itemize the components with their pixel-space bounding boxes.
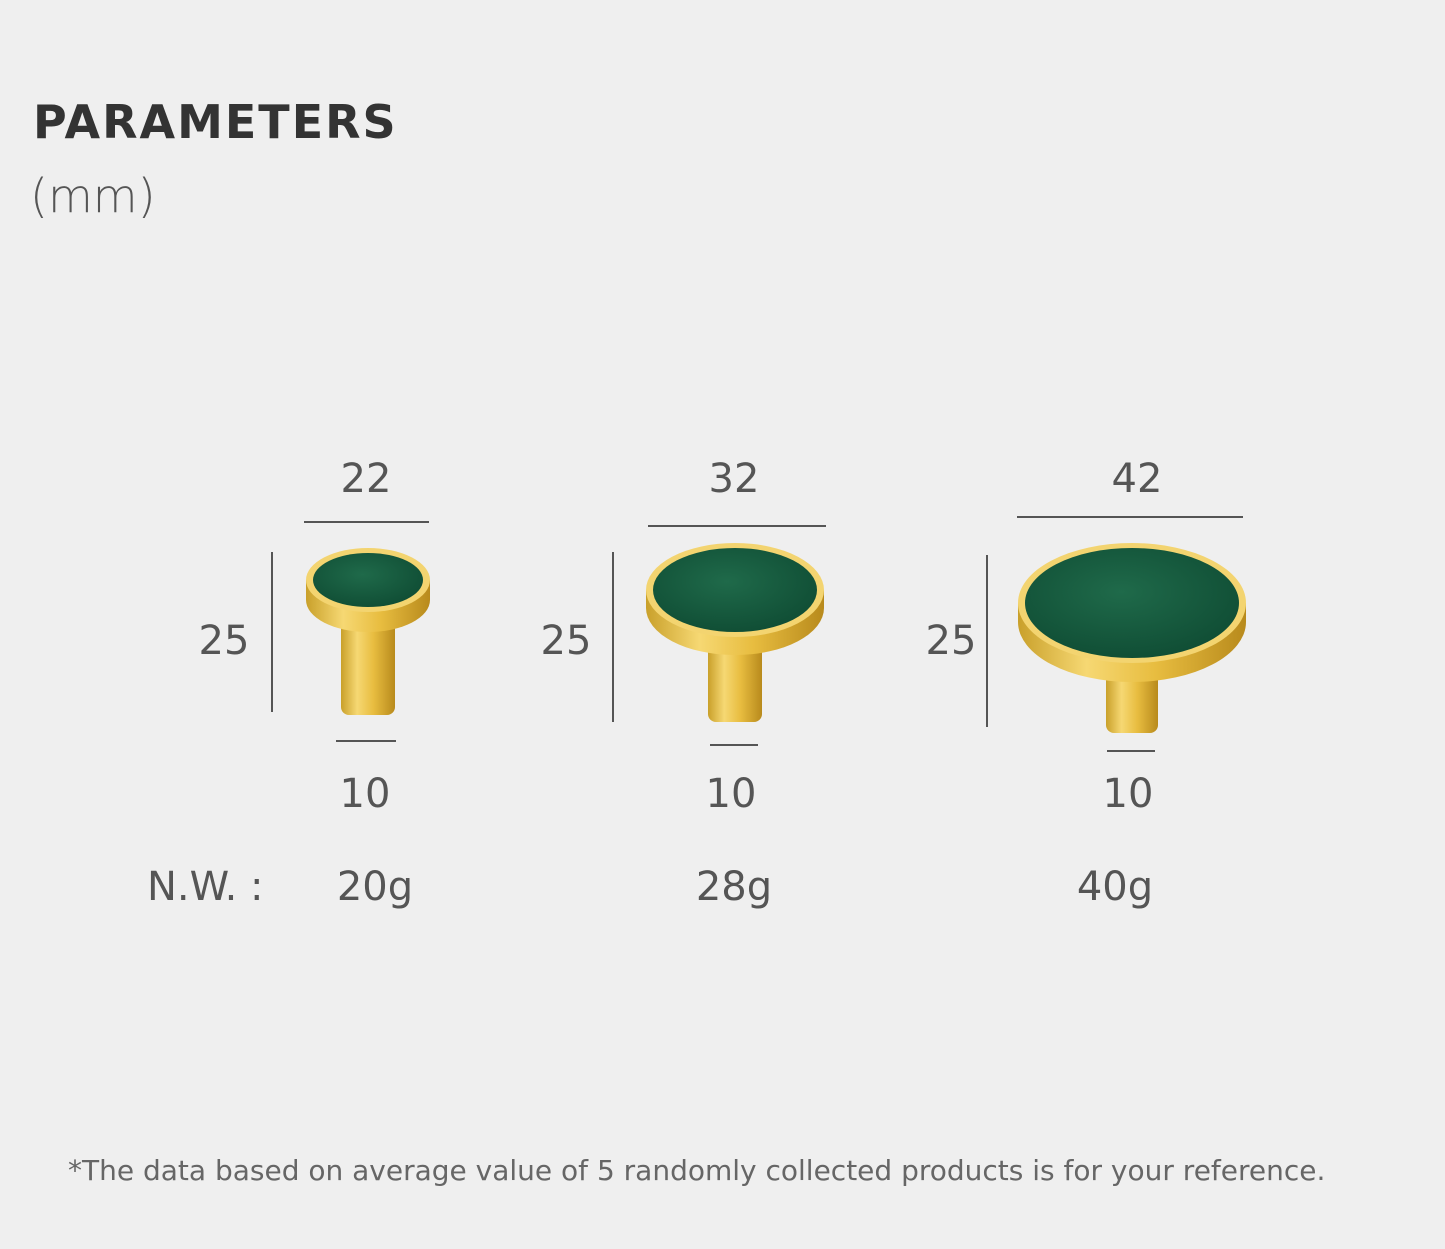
width-label: 22 bbox=[341, 456, 392, 502]
stem-label: 10 bbox=[340, 771, 391, 817]
stem-label: 10 bbox=[706, 771, 757, 817]
weight-label: N.W. : bbox=[147, 864, 264, 910]
height-label: 25 bbox=[926, 618, 977, 664]
title: PARAMETERS bbox=[33, 95, 398, 149]
height-label: 25 bbox=[199, 618, 250, 664]
footnote: *The data based on average value of 5 ra… bbox=[68, 1154, 1325, 1187]
width-label: 42 bbox=[1112, 456, 1163, 502]
knob-face bbox=[653, 548, 817, 632]
height-label: 25 bbox=[541, 618, 592, 664]
knob-face bbox=[1025, 548, 1239, 658]
weight-value: 40g bbox=[1077, 864, 1153, 910]
stem-label: 10 bbox=[1103, 771, 1154, 817]
weight-value: 28g bbox=[696, 864, 772, 910]
unit: (mm) bbox=[30, 169, 156, 223]
width-label: 32 bbox=[709, 456, 760, 502]
knob-face bbox=[313, 553, 423, 607]
weight-value: 20g bbox=[337, 864, 413, 910]
